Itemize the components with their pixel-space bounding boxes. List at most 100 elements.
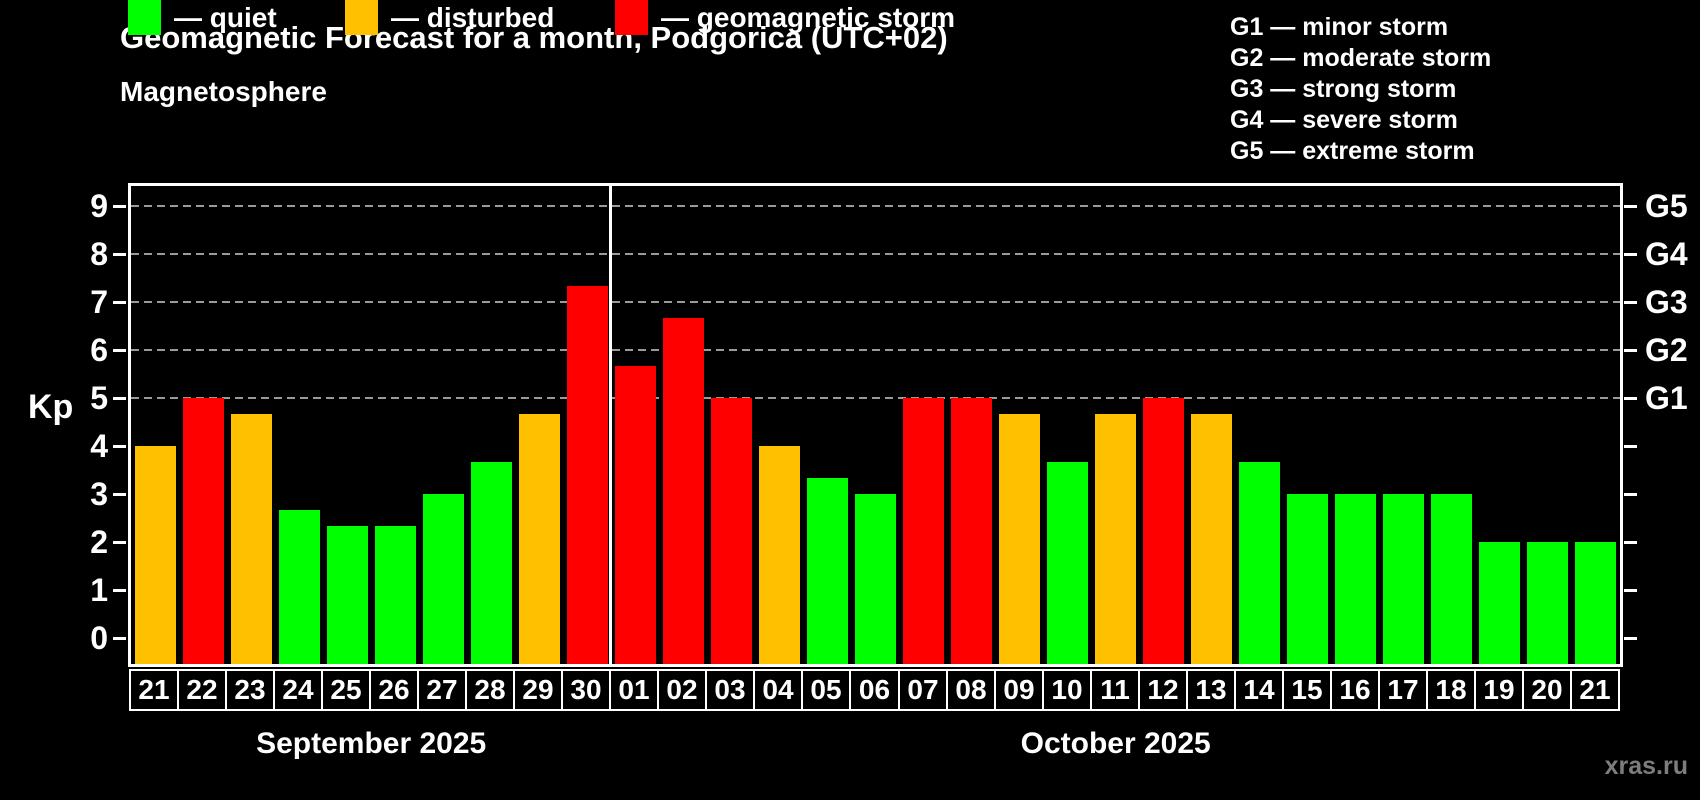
left-tick bbox=[113, 589, 126, 592]
kp-bar bbox=[903, 398, 945, 664]
kp-bar bbox=[1143, 398, 1185, 664]
kp-bar bbox=[1239, 461, 1281, 664]
right-tick bbox=[1624, 589, 1637, 592]
kp-bar bbox=[1335, 494, 1377, 664]
kp-bar bbox=[1431, 494, 1473, 664]
date-cell: 28 bbox=[465, 669, 515, 711]
g-scale-label: G4 bbox=[1645, 236, 1688, 272]
date-cell: 02 bbox=[657, 669, 707, 711]
gridline-kp-8 bbox=[131, 253, 1620, 255]
kp-axis-label: Kp bbox=[28, 388, 74, 426]
right-tick bbox=[1624, 637, 1637, 640]
storm-scale-legend: G1 — minor storm G2 — moderate storm G3 — … bbox=[1230, 12, 1491, 167]
kp-tick-label: 8 bbox=[90, 236, 108, 272]
kp-bar bbox=[470, 461, 512, 664]
date-cell: 24 bbox=[273, 669, 323, 711]
date-cell: 12 bbox=[1138, 669, 1188, 711]
watermark: xras.ru bbox=[1604, 752, 1688, 780]
storm-scale-line: G5 — extreme storm bbox=[1230, 137, 1475, 165]
left-tick bbox=[113, 397, 126, 400]
kp-bar bbox=[854, 494, 896, 664]
storm-scale-line: G1 — minor storm bbox=[1230, 13, 1449, 41]
date-cell: 21 bbox=[1570, 669, 1620, 711]
left-tick bbox=[113, 445, 126, 448]
kp-bar bbox=[326, 526, 368, 664]
date-cell: 16 bbox=[1330, 669, 1380, 711]
kp-tick-label: 3 bbox=[90, 476, 108, 512]
left-tick bbox=[113, 205, 126, 208]
kp-tick-label: 1 bbox=[90, 572, 108, 608]
kp-tick-label: 4 bbox=[90, 428, 108, 464]
kp-tick-label: 0 bbox=[90, 620, 108, 656]
kp-bar bbox=[278, 509, 320, 664]
g-scale-label: G5 bbox=[1645, 188, 1688, 224]
kp-bar bbox=[999, 413, 1041, 664]
left-tick bbox=[113, 253, 126, 256]
date-cell: 06 bbox=[849, 669, 900, 711]
date-cell: 07 bbox=[898, 669, 948, 711]
storm-swatch bbox=[615, 0, 648, 35]
date-cell: 04 bbox=[753, 669, 803, 711]
month-labels: September 2025 October 2025 bbox=[131, 727, 1626, 767]
date-cell: 10 bbox=[1042, 669, 1092, 711]
date-cell: 01 bbox=[609, 669, 659, 711]
legend-item-quiet: — quiet bbox=[128, 0, 277, 35]
storm-scale-line: G4 — severe storm bbox=[1230, 106, 1458, 134]
left-tick bbox=[113, 349, 126, 352]
gridline-kp-7 bbox=[131, 301, 1620, 303]
left-tick bbox=[113, 493, 126, 496]
kp-bar bbox=[951, 398, 993, 664]
date-cell: 05 bbox=[801, 669, 851, 711]
kp-bar bbox=[1575, 542, 1617, 664]
gridline-kp-9 bbox=[131, 205, 1620, 207]
date-cell: 20 bbox=[1522, 669, 1572, 711]
kp-bar bbox=[1383, 494, 1425, 664]
chart-title: Geomagnetic Forecast for a month, Podgor… bbox=[120, 20, 948, 55]
kp-tick-label: 5 bbox=[90, 380, 108, 416]
right-tick bbox=[1624, 541, 1637, 544]
date-cell: 21 bbox=[129, 669, 179, 711]
left-tick bbox=[113, 637, 126, 640]
right-tick bbox=[1624, 493, 1637, 496]
month-separator bbox=[609, 186, 612, 664]
date-cell: 14 bbox=[1234, 669, 1284, 711]
legend-label: — disturbed bbox=[391, 1, 555, 33]
date-axis: 21 22 23 24 25 26 27 28 29 30 01 02 03 04 05 06 07 08 09 10… bbox=[129, 669, 1624, 713]
quiet-swatch bbox=[128, 0, 161, 35]
kp-bar bbox=[134, 446, 176, 664]
right-tick bbox=[1624, 301, 1637, 304]
date-cell: 29 bbox=[513, 669, 563, 711]
right-tick bbox=[1624, 205, 1637, 208]
kp-bar bbox=[758, 446, 800, 664]
legend-item-storm: — geomagnetic storm bbox=[615, 0, 955, 35]
disturbed-swatch bbox=[345, 0, 378, 35]
gridline-kp-6 bbox=[131, 349, 1620, 351]
date-cell: 08 bbox=[946, 669, 996, 711]
month-label: September 2025 bbox=[256, 727, 487, 760]
month-label: October 2025 bbox=[1020, 727, 1211, 760]
right-tick bbox=[1624, 349, 1637, 352]
kp-bar bbox=[1287, 494, 1329, 664]
g-scale-label: G1 bbox=[1645, 380, 1688, 416]
date-cell: 11 bbox=[1090, 669, 1140, 711]
legend-label: — geomagnetic storm bbox=[661, 1, 956, 33]
legend-item-disturbed: — disturbed bbox=[345, 0, 554, 35]
kp-bar bbox=[566, 286, 608, 664]
chart-subtitle: Magnetosphere bbox=[120, 76, 327, 107]
date-cell: 19 bbox=[1474, 669, 1524, 711]
kp-bar bbox=[710, 398, 752, 664]
date-cell: 22 bbox=[177, 669, 227, 711]
kp-tick-label: 7 bbox=[90, 284, 108, 320]
kp-tick-label: 2 bbox=[90, 524, 108, 560]
right-tick bbox=[1624, 397, 1637, 400]
plot-area bbox=[128, 183, 1623, 667]
kp-bar bbox=[518, 413, 560, 664]
legend-label: — quiet bbox=[174, 1, 277, 33]
kp-bar bbox=[806, 478, 848, 664]
date-cell: 18 bbox=[1426, 669, 1476, 711]
date-cell: 23 bbox=[225, 669, 275, 711]
left-tick bbox=[113, 541, 126, 544]
date-cell: 26 bbox=[369, 669, 419, 711]
kp-bar bbox=[182, 398, 224, 664]
